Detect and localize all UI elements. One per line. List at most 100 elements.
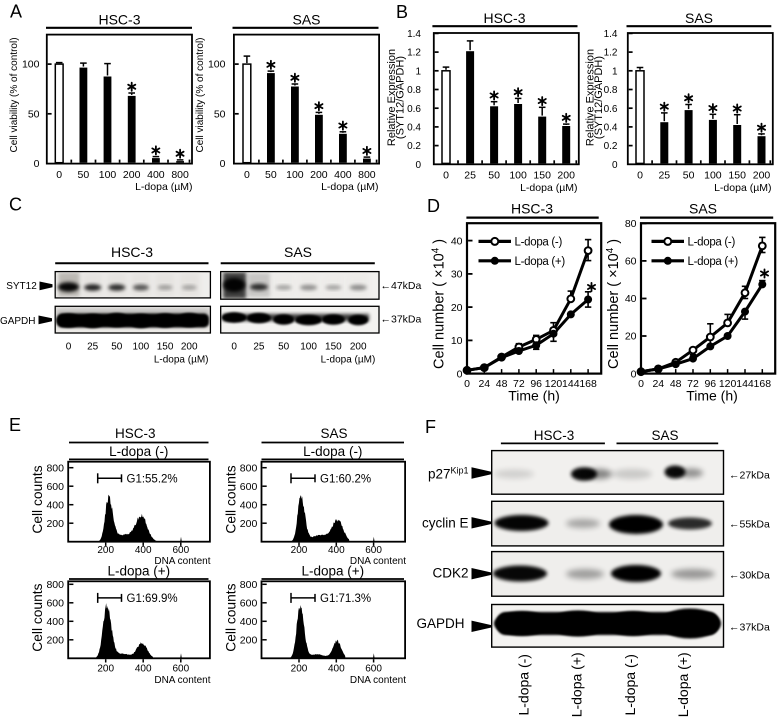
svg-text:Cell number ( ×104 ): Cell number ( ×104 ) [431, 239, 448, 369]
svg-text:100: 100 [509, 170, 527, 182]
svg-text:40: 40 [451, 235, 463, 247]
svg-text:100: 100 [704, 170, 722, 182]
svg-text:50: 50 [488, 170, 500, 182]
svg-text:50: 50 [28, 108, 40, 120]
svg-text:200: 200 [291, 664, 308, 675]
svg-text:120: 120 [719, 378, 737, 390]
svg-text:L-dopa (µM): L-dopa (µM) [154, 354, 209, 365]
svg-text:G1:69.9%: G1:69.9% [127, 593, 178, 605]
svg-text:200: 200 [557, 170, 575, 182]
svg-text:0.4: 0.4 [604, 123, 618, 134]
svg-text:600: 600 [365, 664, 382, 675]
svg-text:600: 600 [365, 545, 382, 556]
svg-text:200: 200 [310, 169, 328, 181]
svg-text:0.6: 0.6 [407, 104, 421, 115]
svg-text:400: 400 [46, 499, 64, 511]
svg-text:800: 800 [240, 579, 258, 591]
svg-text:HSC-3: HSC-3 [111, 244, 153, 260]
svg-text:DNA content: DNA content [350, 556, 406, 567]
svg-text:0: 0 [415, 160, 421, 171]
svg-text:DNA content: DNA content [154, 675, 210, 686]
svg-text:25: 25 [658, 170, 670, 182]
svg-text:100: 100 [22, 59, 40, 71]
svg-text:DNA content: DNA content [350, 675, 406, 686]
svg-text:HSC-3: HSC-3 [534, 428, 575, 443]
svg-text:HSC-3: HSC-3 [511, 201, 553, 217]
svg-text:40: 40 [625, 293, 637, 305]
svg-text:0: 0 [244, 169, 250, 181]
svg-text:L-dopa (+): L-dopa (+) [301, 564, 364, 579]
svg-text:SYT12: SYT12 [6, 281, 37, 292]
svg-text:←30kDa: ←30kDa [729, 570, 770, 582]
svg-text:120: 120 [545, 378, 563, 390]
svg-text:Cell counts: Cell counts [223, 583, 238, 651]
svg-text:0: 0 [631, 368, 637, 380]
svg-text:400: 400 [135, 664, 152, 675]
svg-text:168: 168 [754, 378, 772, 390]
svg-text:1.2: 1.2 [604, 48, 618, 59]
svg-text:48: 48 [670, 378, 682, 390]
svg-text:L-dopa (µM): L-dopa (µM) [135, 181, 192, 193]
svg-text:(SYT12/GAPDH): (SYT12/GAPDH) [593, 56, 605, 139]
svg-text:L-dopa (+): L-dopa (+) [688, 256, 739, 268]
svg-text:0: 0 [638, 378, 644, 390]
svg-text:72: 72 [513, 378, 525, 390]
svg-text:SAS: SAS [651, 428, 678, 443]
svg-text:0.8: 0.8 [407, 85, 421, 96]
svg-text:L-dopa (-): L-dopa (-) [622, 654, 638, 715]
svg-text:400: 400 [46, 616, 64, 628]
svg-text:0.2: 0.2 [407, 141, 421, 152]
svg-text:0: 0 [612, 160, 618, 171]
svg-text:0.2: 0.2 [604, 141, 618, 152]
svg-text:200: 200 [350, 341, 367, 352]
svg-text:50: 50 [278, 341, 290, 352]
svg-text:200: 200 [97, 664, 114, 675]
svg-text:Time (h): Time (h) [686, 387, 738, 403]
svg-text:50: 50 [78, 169, 90, 181]
svg-text:SAS: SAS [685, 10, 713, 26]
svg-text:150: 150 [533, 170, 551, 182]
svg-text:200: 200 [753, 170, 771, 182]
svg-text:20: 20 [625, 331, 637, 343]
svg-text:G1:55.2%: G1:55.2% [127, 473, 178, 485]
svg-text:F: F [425, 417, 436, 437]
svg-text:L-dopa (-): L-dopa (-) [109, 444, 168, 459]
svg-text:Cell counts: Cell counts [30, 465, 45, 533]
svg-text:HSC-3: HSC-3 [115, 426, 156, 441]
svg-text:HSC-3: HSC-3 [98, 11, 140, 27]
svg-text:0.4: 0.4 [407, 123, 421, 134]
svg-text:SAS: SAS [320, 426, 347, 441]
svg-text:200: 200 [123, 169, 141, 181]
svg-text:G1:71.3%: G1:71.3% [320, 593, 371, 605]
svg-text:30: 30 [451, 269, 463, 281]
svg-text:←55kDa: ←55kDa [729, 519, 770, 531]
svg-text:0: 0 [457, 368, 463, 380]
svg-text:A: A [10, 2, 22, 22]
svg-text:100: 100 [208, 59, 226, 71]
svg-text:0.8: 0.8 [604, 85, 618, 96]
svg-text:200: 200 [291, 545, 308, 556]
svg-text:(SYT12/GAPDH): (SYT12/GAPDH) [394, 56, 406, 139]
svg-text:Time (h): Time (h) [508, 387, 560, 403]
svg-text:200: 200 [240, 635, 258, 647]
svg-text:0: 0 [464, 378, 470, 390]
svg-text:GAPDH: GAPDH [0, 316, 36, 327]
svg-text:100: 100 [99, 169, 117, 181]
svg-text:144: 144 [562, 378, 580, 390]
svg-text:L-dopa (+): L-dopa (+) [515, 256, 566, 268]
svg-text:200: 200 [181, 341, 198, 352]
svg-text:80: 80 [625, 218, 637, 230]
svg-text:24: 24 [478, 378, 490, 390]
svg-text:25: 25 [253, 341, 265, 352]
svg-text:96: 96 [704, 378, 716, 390]
svg-text:Relative Expression: Relative Expression [386, 49, 398, 146]
svg-text:G1:60.2%: G1:60.2% [320, 473, 371, 485]
svg-text:HSC-3: HSC-3 [483, 10, 525, 26]
svg-text:600: 600 [172, 545, 189, 556]
svg-text:100: 100 [133, 341, 150, 352]
svg-text:L-dopa (-): L-dopa (-) [688, 237, 736, 249]
svg-text:GAPDH: GAPDH [416, 616, 464, 631]
svg-text:0: 0 [443, 170, 449, 182]
svg-text:10: 10 [451, 335, 463, 347]
svg-text:400: 400 [135, 545, 152, 556]
